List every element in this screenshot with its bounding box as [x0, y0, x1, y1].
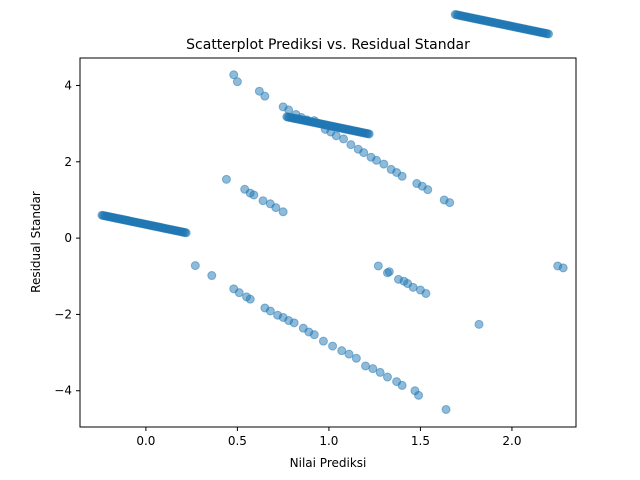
scatter-point — [423, 185, 433, 195]
x-tick-label: 0.5 — [228, 434, 247, 448]
scatter-point — [384, 267, 394, 277]
scatter-point — [249, 190, 259, 200]
x-tick-label: 0.0 — [136, 434, 155, 448]
scatter-point-band-1 — [181, 228, 191, 238]
x-tick-label: 1.0 — [319, 434, 338, 448]
scatter-point — [265, 306, 275, 316]
scatter-point-band-3 — [544, 29, 554, 39]
scatter-point — [346, 140, 356, 150]
y-tick-label: 4 — [64, 78, 72, 92]
scatter-point — [379, 159, 389, 169]
scatter-point — [408, 282, 418, 292]
x-axis-label: Nilai Prediksi — [290, 456, 367, 470]
scatter-point — [258, 196, 268, 206]
y-tick-label: −4 — [54, 384, 72, 398]
x-tick-label: 2.0 — [502, 434, 521, 448]
y-axis-label: Residual Standar — [29, 191, 43, 293]
scatter-point — [474, 319, 484, 329]
y-tick-label: −2 — [54, 307, 72, 321]
chart-title: Scatterplot Prediksi vs. Residual Standa… — [186, 37, 470, 53]
scatter-point — [271, 203, 281, 213]
scatter-point — [302, 115, 312, 125]
scatter-point — [318, 336, 328, 346]
scatter-point — [229, 70, 239, 80]
scatter-point-band-2 — [364, 129, 374, 139]
scatter-point — [441, 404, 451, 414]
x-tick-label: 1.5 — [411, 434, 430, 448]
scatter-point — [414, 390, 424, 400]
scatter-point — [445, 198, 455, 208]
scatter-point — [260, 91, 270, 101]
plot-frame — [79, 57, 577, 428]
y-tick-label: 2 — [64, 155, 72, 169]
scatter-point — [289, 318, 299, 328]
scatter-point — [558, 263, 568, 273]
scatter-point — [382, 372, 392, 382]
scatter-point — [397, 380, 407, 390]
scatter-point — [372, 155, 381, 165]
scatter-point — [284, 105, 294, 115]
x-axis: 0.0 0.5 1.0 1.5 2.0 — [136, 427, 521, 448]
scatter-point — [375, 367, 385, 377]
scatter-point — [351, 353, 361, 363]
points-layer — [97, 10, 568, 414]
scatter-point — [339, 134, 349, 144]
scatter-point — [328, 341, 338, 351]
scatter-point — [254, 86, 264, 96]
scatter-point — [397, 171, 407, 181]
scatter-point — [309, 330, 319, 340]
scatter-point — [373, 261, 383, 271]
scatter-point — [337, 346, 347, 356]
scatter-point — [221, 174, 231, 184]
scatter-point — [344, 349, 354, 359]
scatter-point — [278, 207, 288, 217]
scatter-point — [368, 364, 378, 374]
scatter-point — [190, 261, 200, 271]
scatter-point — [309, 116, 319, 126]
scatter-point — [361, 361, 371, 371]
y-axis: −4 −2 0 2 4 — [54, 78, 80, 398]
y-tick-label: 0 — [64, 231, 72, 245]
scatter-point — [232, 77, 242, 87]
scatter-point — [234, 288, 244, 298]
scatter-point — [245, 294, 255, 304]
scatter-point — [421, 288, 431, 298]
scatter-point — [207, 271, 217, 281]
scatter-point — [331, 131, 341, 141]
scatter-point — [359, 148, 369, 158]
